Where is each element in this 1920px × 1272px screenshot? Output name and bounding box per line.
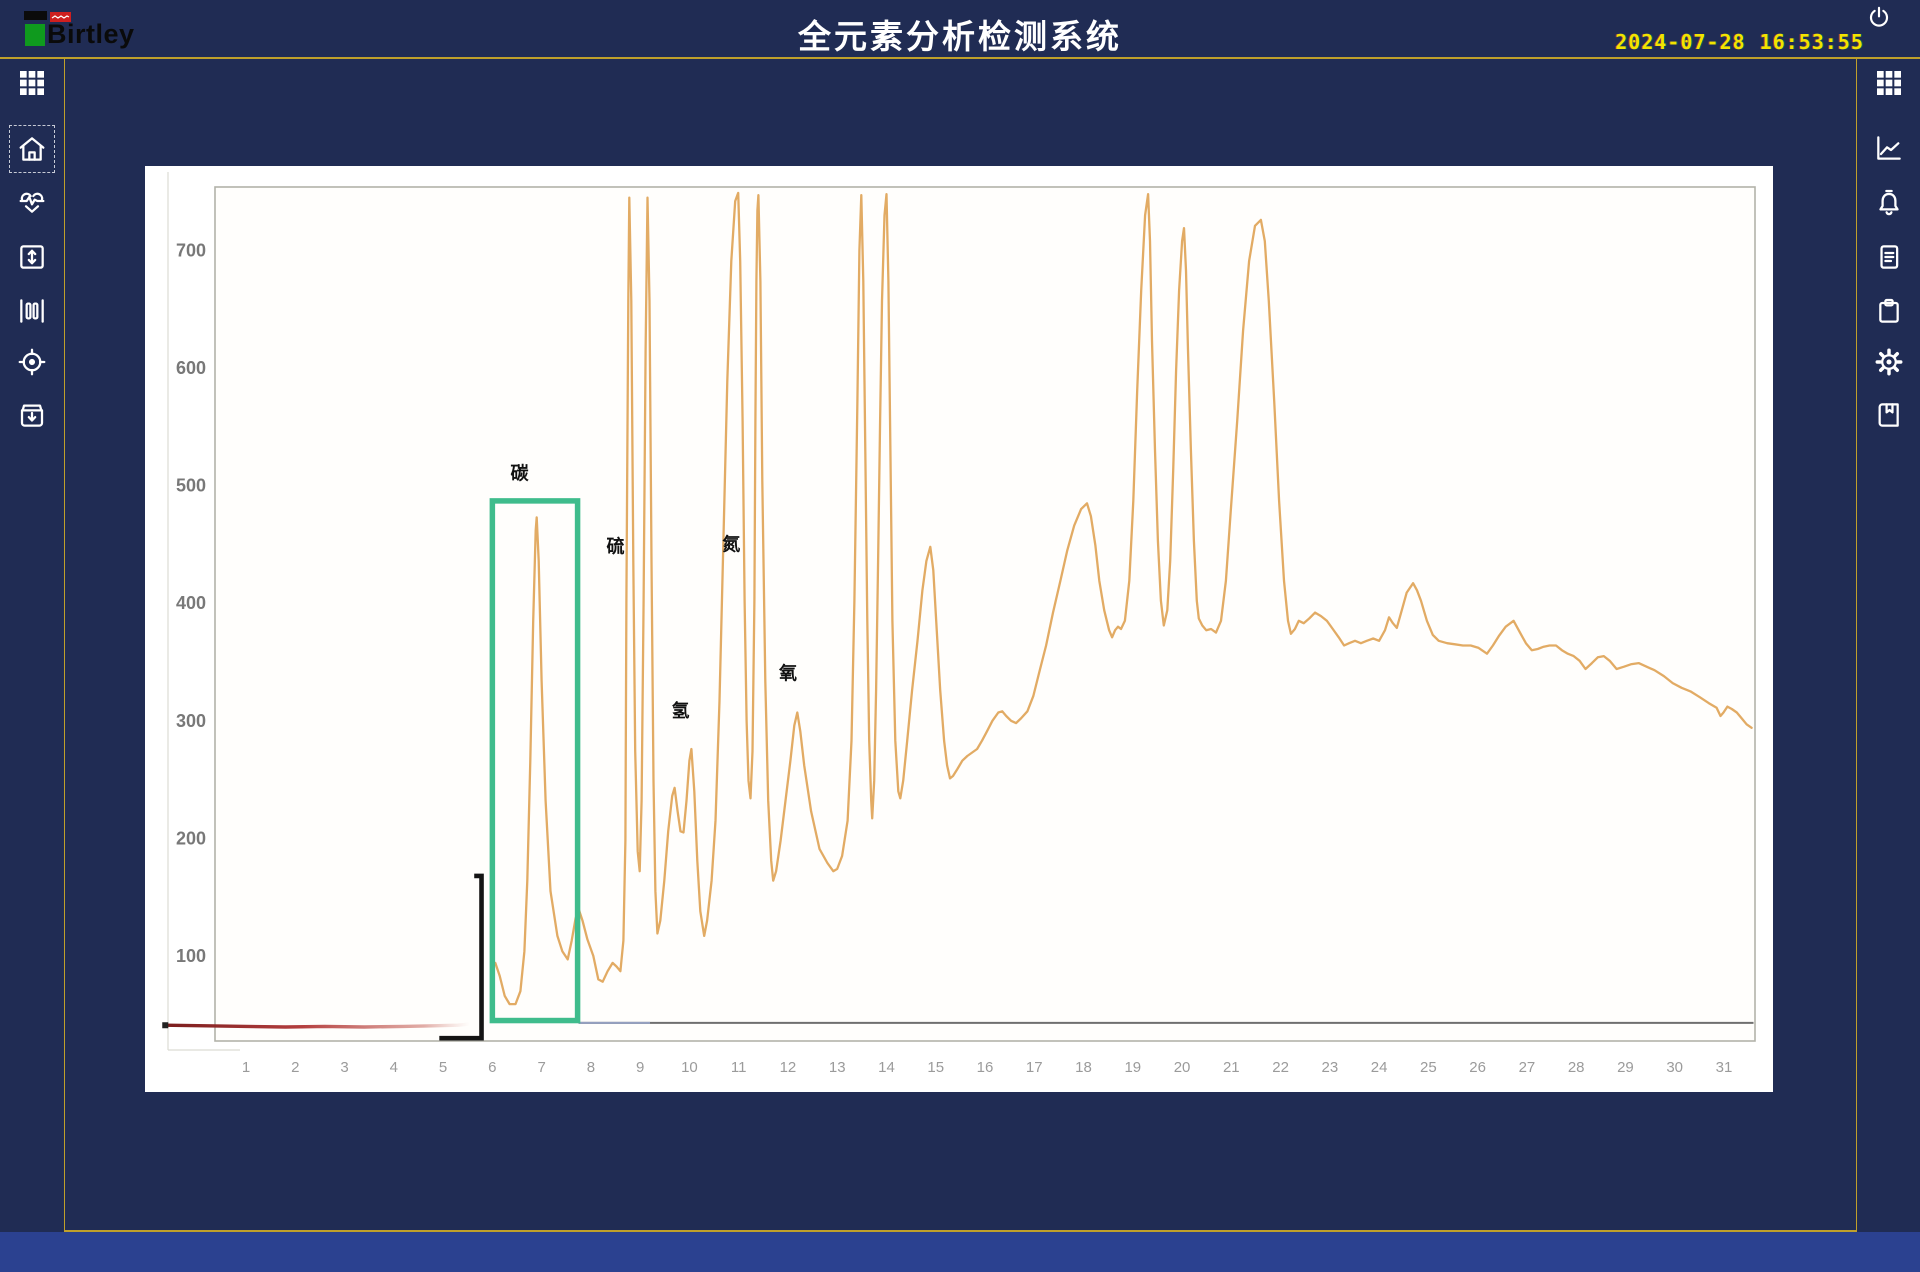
x-tick-label: 26	[1469, 1059, 1486, 1076]
x-tick-label: 4	[390, 1059, 398, 1076]
clock-time: 16:53:55	[1759, 30, 1864, 54]
left-sidebar	[0, 59, 65, 1230]
page-title: 全元素分析检测系统	[798, 18, 1122, 55]
element-label: 氢	[672, 700, 690, 721]
power-icon[interactable]	[1866, 5, 1892, 31]
x-tick-label: 25	[1420, 1059, 1437, 1076]
report-icon[interactable]	[1867, 234, 1911, 280]
home-icon[interactable]	[9, 125, 55, 173]
y-tick-label: 100	[176, 946, 206, 966]
x-tick-label: 23	[1322, 1059, 1339, 1076]
bottom-taskbar[interactable]	[0, 1232, 1920, 1272]
x-tick-label: 16	[977, 1059, 994, 1076]
x-tick-label: 6	[488, 1059, 496, 1076]
x-tick-label: 17	[1026, 1059, 1043, 1076]
vertical-expand-icon[interactable]	[10, 234, 54, 280]
chromatogram-trace	[494, 191, 1753, 1006]
x-tick-label: 18	[1075, 1059, 1092, 1076]
y-tick-label: 600	[176, 358, 206, 378]
heart-pulse-icon[interactable]	[10, 180, 54, 226]
birtley-logo: Birtley	[24, 7, 174, 53]
y-tick-label: 700	[176, 240, 206, 260]
clock-date: 2024-07-28	[1615, 30, 1746, 54]
element-label: 碳	[510, 463, 529, 484]
x-tick-label: 7	[537, 1059, 545, 1076]
element-label: 氮	[722, 533, 740, 554]
y-tick-label: 400	[176, 593, 206, 613]
x-tick-label: 24	[1371, 1059, 1388, 1076]
y-tick-label: 200	[176, 828, 206, 848]
logo-text: Birtley	[47, 19, 135, 49]
x-tick-label: 9	[636, 1059, 644, 1076]
x-tick-label: 8	[587, 1059, 595, 1076]
apps-grid-icon[interactable]	[10, 60, 54, 106]
settings-gear-icon[interactable]	[1867, 339, 1911, 385]
right-sidebar	[1856, 59, 1920, 1230]
apps-grid-icon[interactable]	[1867, 60, 1911, 106]
x-tick-label: 13	[829, 1059, 846, 1076]
y-tick-label: 300	[176, 711, 206, 731]
x-tick-label: 11	[731, 1059, 747, 1076]
bookmark-book-icon[interactable]	[1867, 392, 1911, 438]
x-tick-label: 1	[242, 1059, 250, 1076]
chromatogram-panel: 100 200 300 400 500 600 700 1 2 3 4 5 6 7 8 9 10 11 12 13 14…	[145, 166, 1773, 1092]
x-tick-label: 21	[1223, 1059, 1240, 1076]
x-tick-label: 10	[681, 1059, 698, 1076]
x-tick-label: 3	[340, 1059, 348, 1076]
x-tick-label: 19	[1124, 1059, 1141, 1076]
x-tick-label: 27	[1519, 1059, 1536, 1076]
element-label: 氧	[778, 663, 797, 684]
y-tick-label: 500	[176, 476, 206, 496]
x-tick-label: 22	[1272, 1059, 1289, 1076]
app-header: Birtley 全元素分析检测系统 2024-07-28 16:53:55	[0, 0, 1920, 59]
clipboard-icon[interactable]	[1867, 288, 1911, 334]
x-tick-label: 20	[1174, 1059, 1191, 1076]
x-tick-label: 28	[1568, 1059, 1585, 1076]
x-tick-label: 14	[878, 1059, 895, 1076]
logo-green-square	[25, 24, 45, 46]
carbon-highlight-box	[489, 498, 581, 1024]
logo-red-wave	[50, 12, 71, 22]
archive-in-icon[interactable]	[10, 392, 54, 438]
target-icon[interactable]	[10, 339, 54, 385]
x-tick-label: 30	[1666, 1059, 1683, 1076]
element-label: 硫	[607, 536, 625, 557]
x-tick-label: 5	[439, 1059, 447, 1076]
trend-chart-icon[interactable]	[1867, 125, 1911, 171]
alarm-bell-icon[interactable]	[1867, 180, 1911, 226]
clock: 2024-07-28 16:53:55	[1615, 30, 1864, 54]
x-tick-label: 15	[927, 1059, 944, 1076]
x-tick-label: 12	[780, 1059, 797, 1076]
x-tick-label: 29	[1617, 1059, 1634, 1076]
columns-icon[interactable]	[10, 288, 54, 334]
content-bottom-border	[64, 1230, 1857, 1232]
x-tick-label: 2	[291, 1059, 299, 1076]
logo-black-bar	[24, 11, 47, 20]
x-tick-label: 31	[1716, 1059, 1733, 1076]
